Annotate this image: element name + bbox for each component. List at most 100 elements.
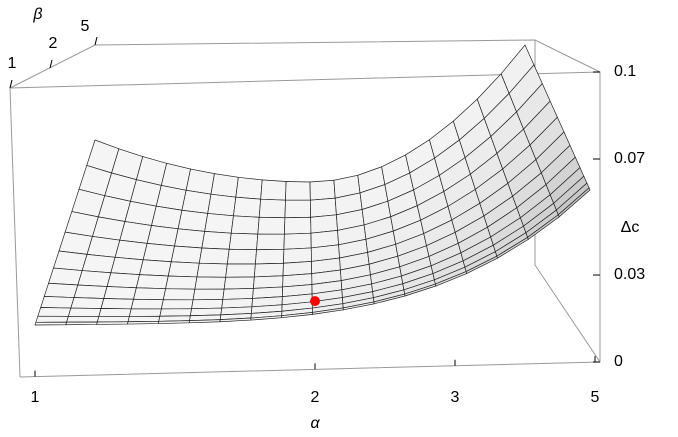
surface-patch	[159, 308, 192, 317]
surface-patch	[127, 315, 161, 323]
surface-patch	[119, 221, 152, 244]
surface-patch	[96, 316, 130, 323]
z-tick-label: 0	[614, 353, 623, 370]
surface-patch	[130, 298, 164, 310]
surface-patch	[222, 288, 254, 300]
surface-patch	[185, 168, 215, 195]
surface-patch	[114, 239, 148, 261]
surface-patch	[181, 189, 212, 214]
surface-patch	[73, 284, 108, 299]
surface-patch	[43, 282, 79, 298]
surface-patch	[37, 307, 72, 317]
surface-patch	[204, 213, 234, 234]
marked-point	[310, 296, 320, 307]
surface-patch	[151, 205, 183, 230]
surface-patch	[260, 179, 287, 201]
surface-patch	[309, 197, 337, 218]
surface-patch	[255, 248, 285, 265]
y-tick	[9, 79, 13, 89]
surface-patch	[103, 286, 137, 300]
surface-patch	[77, 270, 112, 287]
surface-patch	[133, 287, 167, 301]
surface-patch	[253, 262, 284, 278]
surface-patch	[67, 307, 102, 317]
surface-patch	[146, 225, 179, 247]
surface-patch	[135, 274, 169, 290]
surface-patch	[228, 232, 259, 251]
surface-patch	[256, 233, 285, 251]
surface-patch	[167, 261, 200, 278]
y-tick	[49, 59, 53, 69]
surface-patch	[192, 288, 225, 301]
surface-patch	[70, 297, 105, 309]
surface-patch	[40, 296, 75, 309]
z-tick-label: 0.03	[614, 266, 645, 283]
surface-patch	[191, 299, 224, 310]
surface-patch	[257, 216, 286, 235]
surface-patch	[196, 262, 228, 278]
surface-patch	[106, 272, 140, 289]
surface-patch	[157, 320, 190, 324]
x-tick-label: 1	[31, 389, 40, 406]
surface-patch	[100, 298, 134, 310]
z-tick-label: 0.07	[614, 150, 645, 167]
x-tick-label: 3	[451, 389, 460, 406]
surface-patch	[283, 232, 312, 250]
surface-patch	[34, 321, 68, 326]
surface-patch	[92, 216, 126, 241]
x-axis-label: α	[310, 415, 320, 432]
surface-patch	[66, 316, 100, 323]
surface-patch	[207, 193, 237, 217]
surface-patch	[233, 196, 262, 218]
surface-patch	[52, 250, 88, 271]
surface-patch	[128, 308, 162, 317]
surface-patch	[81, 253, 116, 274]
surface-patch	[223, 276, 255, 290]
y-tick-label: 2	[49, 35, 58, 52]
surface-patch	[194, 276, 227, 290]
surface-patch	[230, 215, 260, 235]
surface-patch	[155, 185, 187, 211]
surface-patch	[110, 256, 144, 275]
surface-patch	[127, 320, 160, 325]
surface-patch	[170, 245, 203, 264]
surface-patch	[225, 263, 256, 278]
surface-patch	[253, 275, 284, 289]
x-tick-label: 2	[311, 389, 320, 406]
top-edges	[9, 39, 601, 89]
surface-patch	[285, 181, 311, 201]
surface-patch	[210, 173, 239, 198]
surface-patch	[177, 209, 209, 232]
y-tick	[94, 36, 98, 46]
surface-patch	[86, 236, 121, 258]
surface-patch	[96, 321, 129, 325]
surface-patch	[48, 267, 83, 286]
surface-patch	[226, 248, 257, 265]
surface-patch	[309, 179, 336, 201]
y-tick-label: 1	[8, 55, 17, 72]
surface-patch	[160, 299, 194, 310]
surface-patch	[58, 231, 93, 255]
surface-patch	[557, 187, 591, 218]
surface-patch	[35, 315, 69, 323]
surface-patch	[198, 247, 230, 265]
z-tick-label: 0.1	[614, 63, 636, 80]
surface-patch	[284, 199, 312, 219]
surface-patch	[165, 275, 198, 290]
surface-patch	[283, 247, 312, 264]
surface-patch	[235, 176, 263, 200]
surface-patch	[201, 231, 232, 250]
y-axis-label: β	[32, 6, 42, 23]
y-tick-label: 5	[81, 18, 90, 35]
surface-patch	[189, 307, 223, 317]
surface-patch	[221, 298, 253, 309]
surface-patch	[65, 321, 98, 326]
surface-patch	[98, 308, 132, 317]
z-axis-label: Δc	[621, 219, 640, 236]
surface-patch	[162, 288, 196, 301]
surface-patch	[310, 214, 338, 234]
surface-patch	[174, 228, 206, 249]
surface-patch	[258, 198, 286, 219]
surface-patch	[142, 243, 175, 263]
